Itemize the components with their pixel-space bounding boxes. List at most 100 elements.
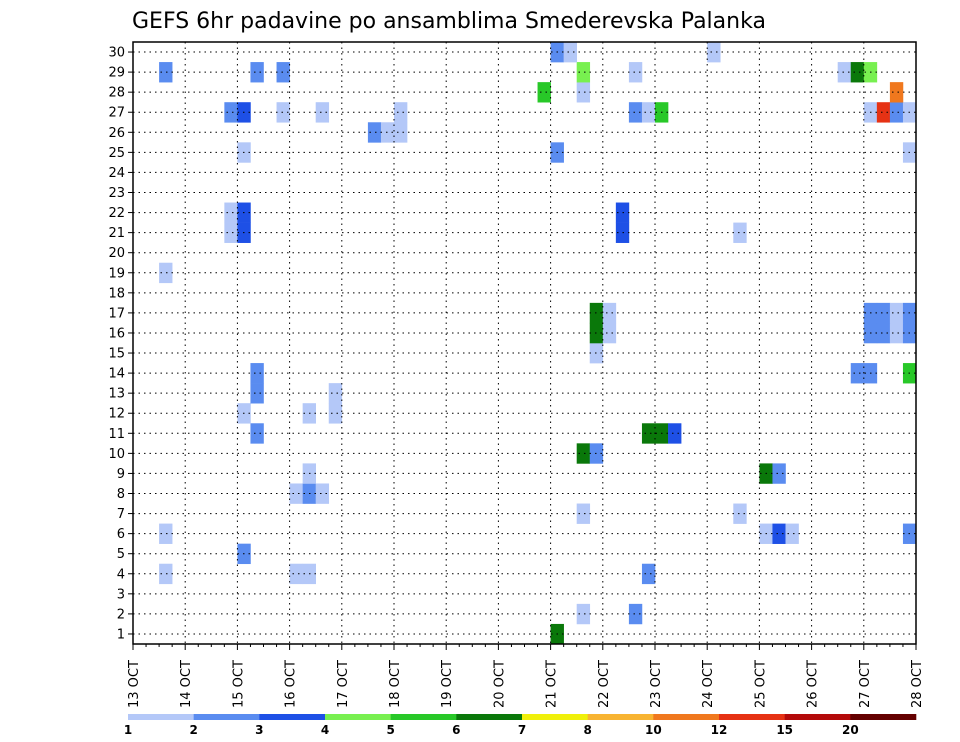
heatmap-cell [707,42,721,63]
heatmap-cell [876,302,891,324]
colorbar-swatch [128,714,194,720]
y-tick-label: 24 [108,166,125,181]
colorbar-swatch [784,714,851,720]
colorbar-swatch [587,714,654,720]
heatmap-cell [628,62,643,83]
colorbar-swatch [850,714,917,720]
heatmap-cell [641,563,656,585]
colorbar-swatch [719,714,785,720]
heatmap-cell [276,102,290,123]
heatmap-cell [837,62,852,83]
y-tick-label: 23 [108,186,125,201]
heatmap-cell [602,322,617,344]
heatmap-cell [250,423,264,444]
heatmap-cell [628,102,643,123]
colorbar-label: 15 [776,723,793,737]
x-tick-label: 22 OCT [597,660,612,708]
y-tick-label: 17 [108,306,125,321]
colorbar-label: 6 [452,723,460,737]
heatmap-cell [250,383,264,404]
y-tick-label: 1 [117,627,125,642]
heatmap-cell [602,302,617,324]
chart-title: GEFS 6hr padavine po ansamblima Smederev… [132,9,766,34]
y-tick-label: 16 [108,326,125,341]
heatmap-cell [250,62,264,83]
heatmap-cell [289,563,303,585]
heatmap-cell [641,102,656,123]
x-tick-label: 15 OCT [231,660,246,708]
colorbar-label: 8 [583,723,591,737]
y-tick-label: 30 [108,46,125,61]
colorbar-label: 3 [255,723,263,737]
heatmap-cell [576,82,591,103]
y-tick-label: 13 [108,387,125,402]
x-tick-label: 24 OCT [701,660,716,708]
colorbar-label: 10 [645,723,662,737]
colorbar-label: 20 [842,723,859,737]
y-tick-label: 25 [108,146,125,161]
heatmap-cell [250,363,264,384]
heatmap-cell [328,383,343,404]
heatmap-cell [576,503,591,524]
heatmap-cell [772,523,786,544]
colorbar-swatch [193,714,260,720]
x-tick-label: 21 OCT [545,660,560,708]
x-tick-label: 18 OCT [388,660,403,708]
x-tick-label: 20 OCT [492,660,507,708]
heatmap-cell [889,82,904,103]
heatmap-cell [394,102,408,123]
y-tick-label: 21 [108,226,125,241]
y-tick-label: 10 [108,447,125,462]
heatmap-cell [889,302,904,324]
heatmap-cell [159,262,173,284]
colorbar-swatch [325,714,391,720]
heatmap-cell [772,463,786,484]
heatmap-cell [315,483,330,504]
heatmap-cell [785,523,799,544]
heatmap-cell [876,102,891,123]
y-tick-label: 2 [117,607,125,622]
heatmap-cell [394,122,408,143]
x-tick-label: 17 OCT [336,660,351,708]
heatmap-cell [224,202,238,223]
y-tick-label: 11 [108,427,125,442]
y-tick-label: 20 [108,246,125,261]
x-tick-label: 23 OCT [649,660,664,708]
heatmap-cell [367,122,382,143]
heatmap-cell [668,423,682,444]
y-tick-label: 7 [117,507,125,522]
x-tick-label: 27 OCT [858,660,873,708]
heatmap-cell [159,563,173,585]
y-tick-label: 19 [108,266,125,281]
heatmap-cell [733,222,747,243]
heatmap-cell [315,102,330,123]
colorbar: 1 2 3 4 5 6 7 8 10 12 15 20 [124,714,917,737]
heatmap-cell [733,503,747,524]
heatmap-cell [889,322,904,344]
heatmap-cell [537,82,551,103]
heatmap-cell [641,423,656,444]
y-tick-label: 27 [108,106,125,121]
grid-lines [133,42,916,644]
y-tick-label: 3 [117,587,125,602]
x-tick-label: 25 OCT [753,660,768,708]
heatmap-cell [224,222,238,243]
colorbar-label: 12 [711,723,728,737]
axes: 1234567891011121314151617181920212223242… [108,41,925,708]
heatmap-cell [576,603,591,625]
y-tick-label: 5 [117,547,125,562]
heatmap-cell [628,603,643,625]
heatmap-cell [380,122,395,143]
colorbar-label: 4 [321,723,329,737]
y-tick-label: 9 [117,467,125,482]
colorbar-label: 7 [518,723,526,737]
heatmap-cell [850,62,865,83]
colorbar-label: 5 [386,723,394,737]
colorbar-label: 1 [124,723,132,737]
y-tick-label: 12 [108,407,125,422]
y-tick-label: 22 [108,206,125,221]
heatmap-cell [889,102,904,123]
heatmap-cell [576,62,591,83]
colorbar-label: 2 [189,723,197,737]
